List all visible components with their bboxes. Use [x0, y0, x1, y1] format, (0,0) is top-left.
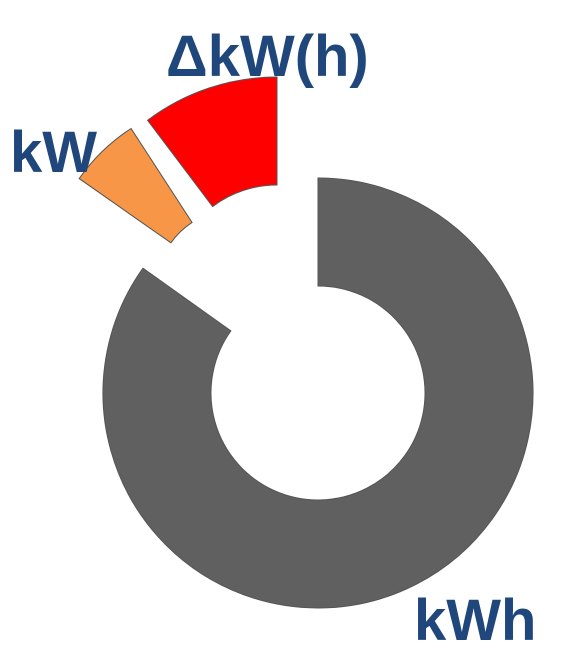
- power-label: kW: [10, 120, 97, 185]
- delta-label: ΔkW(h): [166, 24, 369, 89]
- segments: [78, 76, 534, 609]
- delta-segment: [146, 76, 278, 208]
- power-segment: [78, 127, 193, 244]
- energy-label: kWh: [414, 588, 536, 646]
- energy-segment: [102, 177, 534, 609]
